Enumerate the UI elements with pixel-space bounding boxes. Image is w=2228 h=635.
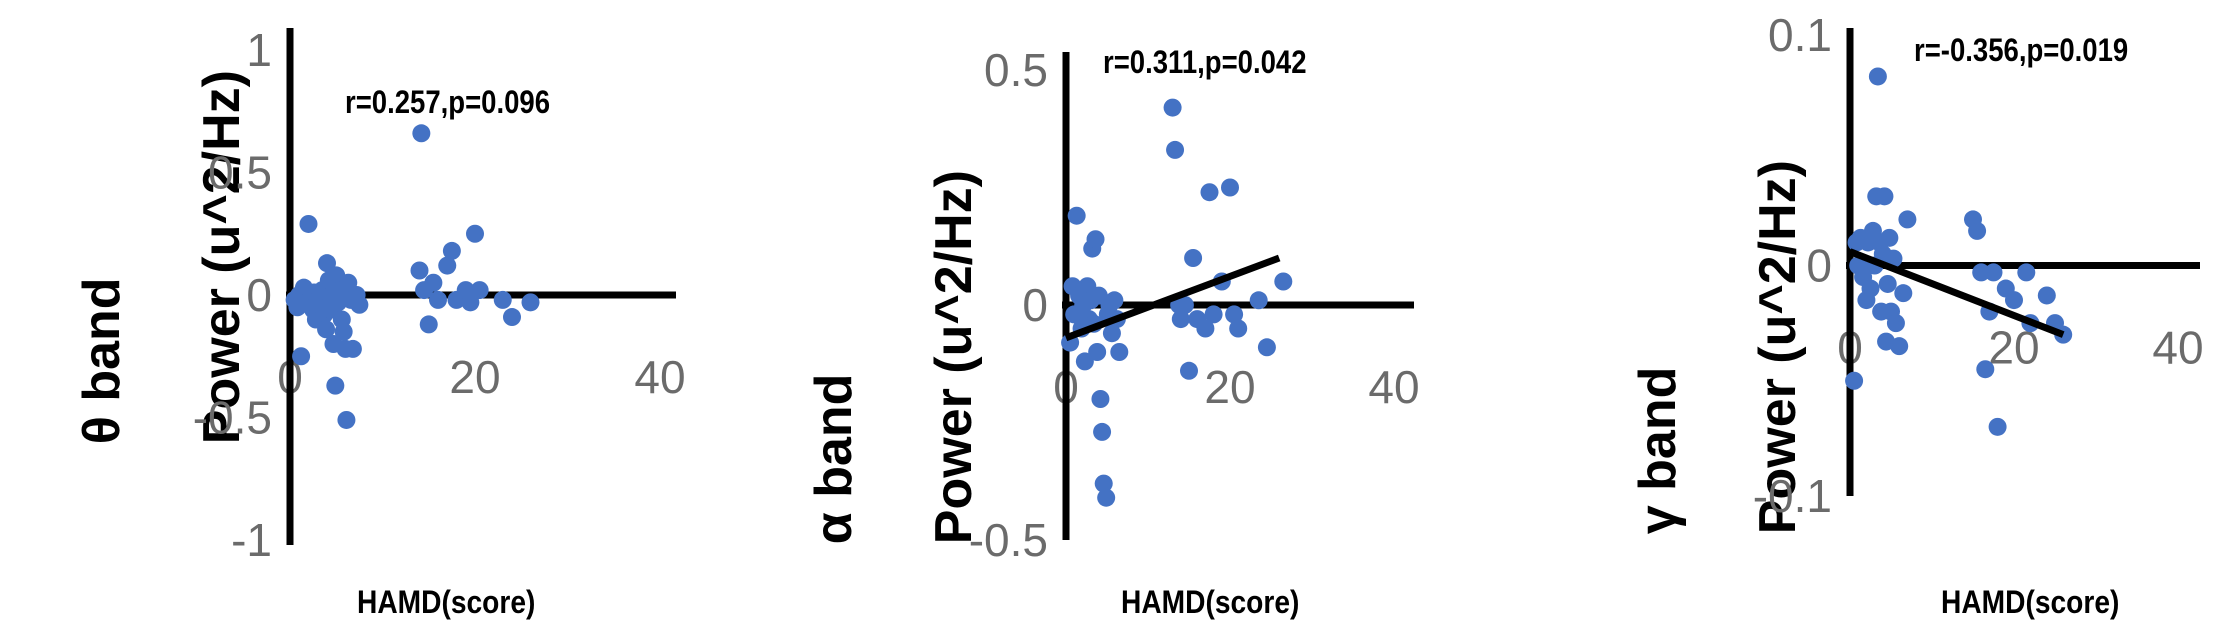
theta-data-point: [424, 273, 443, 292]
gamma-data-point: [1878, 274, 1897, 293]
alpha-y-tick-label: 0: [1022, 279, 1048, 331]
gamma-data-point: [1972, 263, 1991, 282]
theta-data-point: [410, 261, 429, 280]
alpha-data-point: [1196, 319, 1215, 338]
theta-data-point: [299, 214, 318, 233]
alpha-data-point: [1175, 296, 1194, 314]
theta-data-point: [461, 293, 480, 312]
theta-data-point: [337, 410, 356, 429]
theta-data-point: [503, 308, 521, 327]
theta-y-tick-label: 0: [246, 269, 272, 321]
alpha-x-axis-label: HAMD(score): [1121, 584, 1300, 620]
gamma-x-tick-label: 40: [2152, 322, 2203, 374]
alpha-data-point: [1088, 343, 1107, 361]
gamma-data-point: [1898, 210, 1917, 229]
alpha-data-point: [1180, 361, 1198, 380]
theta-data-point: [318, 254, 336, 273]
alpha-data-point: [1274, 272, 1293, 291]
alpha-data-point: [1075, 352, 1094, 371]
alpha-data-point: [1093, 422, 1112, 441]
alpha-data-point: [1110, 343, 1129, 361]
theta-data-point: [419, 315, 438, 334]
gamma-data-point: [1845, 371, 1864, 390]
gamma-chart-panel: γ band Power (u^2/Hz) 0.10-0.102040 r=-0…: [1480, 0, 2228, 635]
gamma-data-point: [2017, 263, 2036, 282]
gamma-data-point: [1868, 67, 1887, 86]
theta-scatter-plot: 10.50-0.5-102040: [193, 24, 686, 566]
gamma-data-point: [2037, 286, 2056, 305]
gamma-data-point: [1880, 228, 1899, 247]
gamma-data-point: [1875, 187, 1894, 206]
theta-data-point: [438, 256, 457, 275]
alpha-correlation-annotation: r=0.311,p=0.042: [1103, 44, 1307, 80]
theta-correlation-annotation: r=0.257,p=0.096: [345, 84, 551, 120]
gamma-data-point: [1984, 263, 2003, 282]
gamma-y-tick-label: 0.1: [1768, 9, 1832, 61]
alpha-data-point: [1097, 488, 1116, 507]
alpha-chart-panel: α band Power (u^2/Hz) 0.50-0.502040 r=0.…: [740, 0, 1480, 635]
alpha-data-point: [1184, 249, 1203, 267]
gamma-correlation-annotation: r=-0.356,p=0.019: [1914, 32, 2129, 68]
alpha-data-point: [1229, 319, 1248, 338]
theta-y-tick-label: 1: [246, 24, 272, 76]
alpha-data-point: [1067, 206, 1086, 225]
theta-data-point: [350, 295, 369, 314]
theta-data-point: [334, 322, 353, 341]
alpha-data-point: [1102, 324, 1121, 343]
alpha-x-tick-label: 40: [1368, 361, 1419, 413]
gamma-data-point: [1968, 221, 1987, 240]
alpha-data-point: [1200, 183, 1219, 202]
alpha-data-point: [1221, 178, 1239, 197]
theta-data-point: [521, 293, 540, 312]
alpha-data-point: [1086, 230, 1105, 249]
gamma-trend-line: [1848, 248, 2065, 338]
alpha-data-point: [1163, 98, 1182, 117]
theta-data-point: [317, 320, 336, 339]
theta-data-point: [466, 224, 484, 243]
gamma-data-point: [1988, 417, 2007, 436]
alpha-data-point: [1171, 310, 1190, 329]
gamma-data-point: [1861, 279, 1880, 298]
alpha-scatter-plot: 0.50-0.502040: [969, 44, 1420, 566]
alpha-y-tick-label: 0.5: [984, 44, 1048, 96]
gamma-data-point: [1890, 337, 1909, 356]
theta-data-point: [442, 241, 461, 260]
theta-chart-panel: θ band Power (u^2/Hz) 10.50-0.5-102040 r…: [0, 0, 740, 635]
theta-x-tick-label: 40: [634, 351, 685, 403]
gamma-data-point: [2005, 291, 2023, 310]
theta-data-point: [292, 347, 311, 366]
theta-y-tick-label: 0.5: [208, 147, 272, 199]
alpha-data-point: [1105, 291, 1124, 310]
gamma-y-tick-label: 0: [1806, 240, 1832, 292]
theta-data-point: [326, 376, 345, 395]
alpha-data-point: [1257, 338, 1276, 357]
alpha-data-point: [1204, 305, 1223, 324]
gamma-data-point: [1976, 360, 1995, 379]
gamma-x-axis-label: HAMD(score): [1941, 584, 2120, 620]
theta-y-tick-label: -0.5: [193, 392, 272, 444]
gamma-data-point: [1886, 314, 1905, 333]
alpha-y-tick-label: -0.5: [969, 514, 1048, 566]
theta-data-point: [429, 290, 447, 309]
theta-y-tick-label: -1: [231, 514, 272, 566]
theta-data-point: [343, 339, 362, 358]
gamma-data-point: [1894, 284, 1913, 303]
theta-data-point: [493, 290, 512, 309]
alpha-data-point: [1249, 291, 1268, 310]
alpha-trend-line: [1064, 254, 1281, 342]
theta-x-tick-label: 20: [449, 351, 500, 403]
alpha-data-point: [1094, 474, 1113, 493]
theta-data-point: [412, 124, 431, 143]
theta-data-point: [470, 281, 489, 300]
alpha-data-point: [1166, 140, 1185, 159]
theta-x-axis-label: HAMD(score): [357, 584, 536, 620]
alpha-x-tick-label: 20: [1204, 361, 1255, 413]
alpha-data-point: [1091, 390, 1110, 408]
gamma-scatter-plot: 0.10-0.102040: [1753, 9, 2204, 522]
alpha-data-point: [1225, 305, 1244, 324]
gamma-y-tick-label: -0.1: [1753, 470, 1832, 522]
